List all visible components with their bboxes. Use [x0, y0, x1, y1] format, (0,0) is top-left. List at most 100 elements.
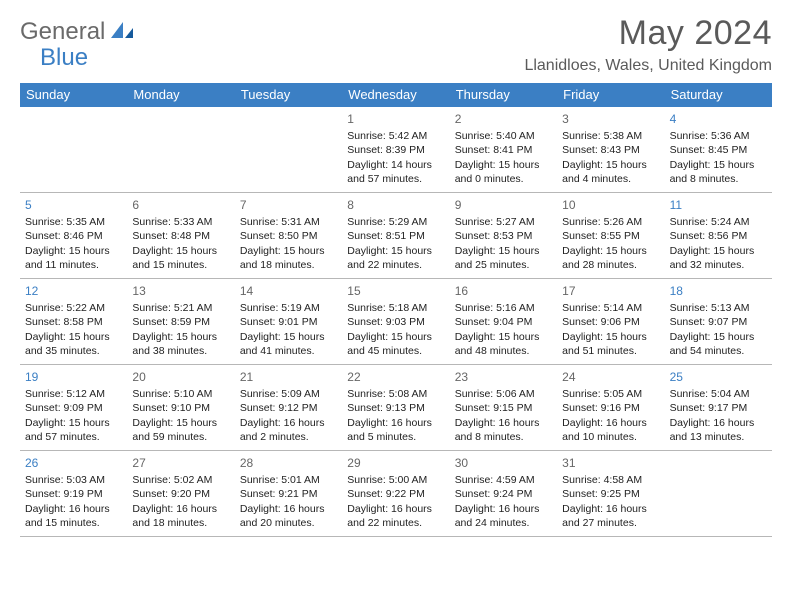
- sunset-line: Sunset: 8:51 PM: [347, 229, 444, 243]
- logo-sail-icon: [109, 20, 135, 45]
- day-number: 20: [132, 369, 229, 385]
- calendar-cell: [127, 107, 234, 193]
- daylight-line: Daylight: 15 hours and 45 minutes.: [347, 330, 444, 358]
- sunset-line: Sunset: 8:46 PM: [25, 229, 122, 243]
- daylight-line: Daylight: 15 hours and 38 minutes.: [132, 330, 229, 358]
- calendar-cell: 12Sunrise: 5:22 AMSunset: 8:58 PMDayligh…: [20, 279, 127, 365]
- calendar-cell: 14Sunrise: 5:19 AMSunset: 9:01 PMDayligh…: [235, 279, 342, 365]
- sunrise-line: Sunrise: 4:59 AM: [455, 473, 552, 487]
- daylight-line: Daylight: 16 hours and 18 minutes.: [132, 502, 229, 530]
- location-text: Llanidloes, Wales, United Kingdom: [524, 57, 772, 75]
- day-number: 28: [240, 455, 337, 471]
- sunrise-line: Sunrise: 5:02 AM: [132, 473, 229, 487]
- day-number: 8: [347, 197, 444, 213]
- sunset-line: Sunset: 9:13 PM: [347, 401, 444, 415]
- daylight-line: Daylight: 15 hours and 8 minutes.: [670, 158, 767, 186]
- calendar-cell: 29Sunrise: 5:00 AMSunset: 9:22 PMDayligh…: [342, 451, 449, 537]
- month-title: May 2024: [524, 14, 772, 53]
- calendar-cell: 2Sunrise: 5:40 AMSunset: 8:41 PMDaylight…: [450, 107, 557, 193]
- sunrise-line: Sunrise: 5:42 AM: [347, 129, 444, 143]
- calendar-cell: 24Sunrise: 5:05 AMSunset: 9:16 PMDayligh…: [557, 365, 664, 451]
- daylight-line: Daylight: 15 hours and 35 minutes.: [25, 330, 122, 358]
- title-block: May 2024 Llanidloes, Wales, United Kingd…: [524, 14, 772, 75]
- sunrise-line: Sunrise: 5:38 AM: [562, 129, 659, 143]
- sunrise-line: Sunrise: 4:58 AM: [562, 473, 659, 487]
- day-number: 27: [132, 455, 229, 471]
- calendar-cell: 1 Sunrise: 5:42 AMSunset: 8:39 PMDaylight…: [342, 107, 449, 193]
- day-number: 1: [347, 111, 444, 127]
- sunrise-line: Sunrise: 5:40 AM: [455, 129, 552, 143]
- calendar-cell: 31Sunrise: 4:58 AMSunset: 9:25 PMDayligh…: [557, 451, 664, 537]
- day-number: 26: [25, 455, 122, 471]
- calendar-cell: 20Sunrise: 5:10 AMSunset: 9:10 PMDayligh…: [127, 365, 234, 451]
- daylight-line: Daylight: 16 hours and 5 minutes.: [347, 416, 444, 444]
- calendar-cell: 11Sunrise: 5:24 AMSunset: 8:56 PMDayligh…: [665, 193, 772, 279]
- sunset-line: Sunset: 9:03 PM: [347, 315, 444, 329]
- calendar-cell: 4Sunrise: 5:36 AMSunset: 8:45 PMDaylight…: [665, 107, 772, 193]
- day-number: 16: [455, 283, 552, 299]
- day-number: 3: [562, 111, 659, 127]
- sunset-line: Sunset: 8:48 PM: [132, 229, 229, 243]
- sunset-line: Sunset: 9:10 PM: [132, 401, 229, 415]
- weekday-header-cell: Saturday: [665, 83, 772, 107]
- day-number: 22: [347, 369, 444, 385]
- daylight-line: Daylight: 14 hours and 57 minutes.: [347, 158, 444, 186]
- sunset-line: Sunset: 9:06 PM: [562, 315, 659, 329]
- weekday-header-cell: Thursday: [450, 83, 557, 107]
- sunset-line: Sunset: 8:43 PM: [562, 143, 659, 157]
- calendar-cell: 17 Sunrise: 5:14 AMSunset: 9:06 PMDayligh…: [557, 279, 664, 365]
- sunrise-line: Sunrise: 5:27 AM: [455, 215, 552, 229]
- day-number: 17: [562, 283, 659, 299]
- sunrise-line: Sunrise: 5:14 AM: [562, 301, 659, 315]
- daylight-line: Daylight: 15 hours and 4 minutes.: [562, 158, 659, 186]
- sunset-line: Sunset: 8:39 PM: [347, 143, 444, 157]
- sunrise-line: Sunrise: 5:05 AM: [562, 387, 659, 401]
- calendar-cell: 15Sunrise: 5:18 AMSunset: 9:03 PMDayligh…: [342, 279, 449, 365]
- daylight-line: Daylight: 16 hours and 10 minutes.: [562, 416, 659, 444]
- calendar-cell: 6Sunrise: 5:33 AMSunset: 8:48 PMDaylight…: [127, 193, 234, 279]
- calendar-cell: 16Sunrise: 5:16 AMSunset: 9:04 PMDayligh…: [450, 279, 557, 365]
- day-number: 29: [347, 455, 444, 471]
- sunset-line: Sunset: 9:07 PM: [670, 315, 767, 329]
- calendar-cell: 5Sunrise: 5:35 AMSunset: 8:46 PMDaylight…: [20, 193, 127, 279]
- calendar-body: 1Sunrise: 5:42 AMSunset: 8:39 PMDaylight…: [20, 107, 772, 537]
- sunset-line: Sunset: 9:21 PM: [240, 487, 337, 501]
- sunrise-line: Sunrise: 5:03 AM: [25, 473, 122, 487]
- daylight-line: Daylight: 16 hours and 27 minutes.: [562, 502, 659, 530]
- calendar-cell: 13Sunrise: 5:21 AMSunset: 8:59 PMDayligh…: [127, 279, 234, 365]
- day-number: 13: [132, 283, 229, 299]
- sunset-line: Sunset: 8:41 PM: [455, 143, 552, 157]
- day-number: 2: [455, 111, 552, 127]
- day-number: 12: [25, 283, 122, 299]
- sunset-line: Sunset: 8:58 PM: [25, 315, 122, 329]
- weekday-header-cell: Friday: [557, 83, 664, 107]
- weekday-header-cell: Monday: [127, 83, 234, 107]
- day-number: 5: [25, 197, 122, 213]
- daylight-line: Daylight: 16 hours and 8 minutes.: [455, 416, 552, 444]
- daylight-line: Daylight: 15 hours and 57 minutes.: [25, 416, 122, 444]
- calendar-cell: 26Sunrise: 5:03 AMSunset: 9:19 PMDayligh…: [20, 451, 127, 537]
- sunrise-line: Sunrise: 5:16 AM: [455, 301, 552, 315]
- sunset-line: Sunset: 9:12 PM: [240, 401, 337, 415]
- calendar-cell: 10Sunrise: 5:26 AMSunset: 8:55 PMDayligh…: [557, 193, 664, 279]
- daylight-line: Daylight: 15 hours and 51 minutes.: [562, 330, 659, 358]
- calendar-cell: 3 Sunrise: 5:38 AMSunset: 8:43 PMDaylight…: [557, 107, 664, 193]
- sunset-line: Sunset: 9:17 PM: [670, 401, 767, 415]
- sunset-line: Sunset: 8:50 PM: [240, 229, 337, 243]
- logo-text-general: General: [20, 18, 105, 46]
- sunrise-line: Sunrise: 5:31 AM: [240, 215, 337, 229]
- calendar-cell: 23Sunrise: 5:06 AMSunset: 9:15 PMDayligh…: [450, 365, 557, 451]
- daylight-line: Daylight: 16 hours and 24 minutes.: [455, 502, 552, 530]
- sunrise-line: Sunrise: 5:04 AM: [670, 387, 767, 401]
- sunset-line: Sunset: 9:25 PM: [562, 487, 659, 501]
- sunset-line: Sunset: 9:01 PM: [240, 315, 337, 329]
- calendar-cell: 28Sunrise: 5:01 AMSunset: 9:21 PMDayligh…: [235, 451, 342, 537]
- sunset-line: Sunset: 8:55 PM: [562, 229, 659, 243]
- calendar-page: General Blue May 2024 Llanidloes, Wales,…: [0, 0, 792, 547]
- daylight-line: Daylight: 16 hours and 15 minutes.: [25, 502, 122, 530]
- sunrise-line: Sunrise: 5:01 AM: [240, 473, 337, 487]
- sunset-line: Sunset: 9:04 PM: [455, 315, 552, 329]
- sunset-line: Sunset: 8:45 PM: [670, 143, 767, 157]
- calendar-cell: 18Sunrise: 5:13 AMSunset: 9:07 PMDayligh…: [665, 279, 772, 365]
- daylight-line: Daylight: 16 hours and 2 minutes.: [240, 416, 337, 444]
